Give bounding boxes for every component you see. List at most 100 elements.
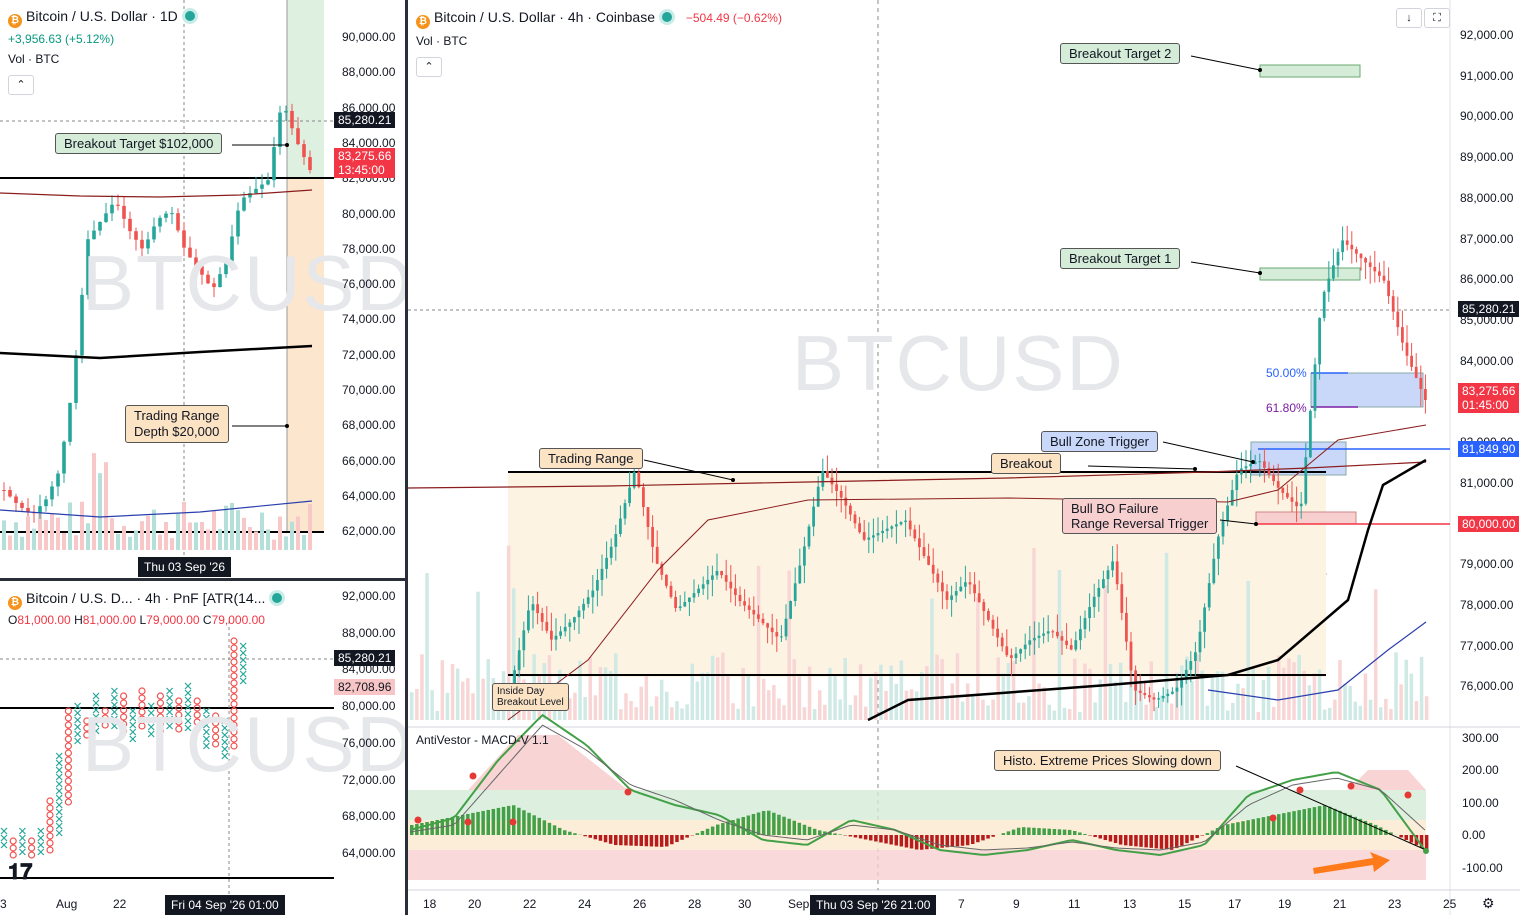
trading-range-callout[interactable]: Trading Range: [539, 448, 643, 469]
daily-trading-range-callout[interactable]: Trading Range Depth $20,000: [125, 405, 229, 443]
pnf-x-mark: [110, 694, 118, 702]
main-candle-body: [1152, 697, 1156, 700]
main-candle-body: [1166, 693, 1170, 697]
daily-volume-bar: [272, 539, 276, 550]
main-volume-bar: [965, 683, 970, 720]
macd-histogram-bar: [547, 822, 552, 835]
main-chart-panel[interactable]: BTCUSD ₿ Bitcoin / U.S. Dollar · 4h · Coi…: [408, 0, 1520, 915]
main-volume-bar: [1190, 681, 1194, 720]
macd-histogram-bar: [624, 835, 628, 846]
daily-chart-title[interactable]: ₿ Bitcoin / U.S. Dollar · 1D: [8, 8, 195, 28]
daily-volume-bar: [26, 516, 30, 550]
daily-volume-bar: [86, 523, 90, 550]
download-button[interactable]: ↓: [1396, 8, 1422, 28]
main-candle-body: [706, 579, 710, 585]
main-candle-body: [1258, 461, 1262, 463]
macd-histogram-bar: [802, 824, 807, 835]
macd-histogram-bar: [965, 835, 970, 846]
macd-histogram-bar: [557, 827, 562, 835]
daily-collapse-button[interactable]: ⌃: [8, 75, 34, 95]
target-2-zone: [1259, 64, 1361, 78]
main-volume-bar: [486, 659, 490, 720]
bull-bo-failure-callout[interactable]: Bull BO Failure Range Reversal Trigger: [1062, 498, 1218, 534]
daily-candle-body: [116, 204, 120, 206]
macd-histogram-bar: [869, 835, 873, 841]
main-volume-bar: [848, 704, 853, 720]
breakout-callout[interactable]: Breakout: [991, 453, 1062, 474]
macd-histogram-bar: [1032, 827, 1036, 835]
main-volume-bar: [1108, 664, 1113, 720]
main-candle-body: [688, 597, 691, 602]
pnf-x-mark: [110, 687, 118, 695]
settings-gear-icon[interactable]: ⚙: [1482, 895, 1495, 911]
main-candle-body: [821, 471, 825, 487]
histo-anchor: [1423, 848, 1429, 854]
main-volume-bar: [440, 660, 445, 720]
main-candle-body: [692, 593, 696, 598]
macd-histogram-bar: [619, 835, 623, 846]
bull-zone-trigger-callout[interactable]: Bull Zone Trigger: [1041, 431, 1158, 452]
callout-anchor: [731, 478, 735, 482]
pnf-x-mark: [55, 773, 63, 781]
main-volume-bar: [884, 690, 888, 720]
panel-divider-vertical[interactable]: [405, 0, 408, 915]
main-volume-bar: [955, 653, 960, 720]
daily-chart-canvas[interactable]: [0, 0, 405, 578]
panel-divider-horizontal[interactable]: [0, 578, 405, 581]
breakout-target-2-callout[interactable]: Breakout Target 2: [1060, 43, 1181, 64]
daily-candle-body: [296, 128, 300, 145]
pnf-x-mark: [239, 677, 247, 685]
inside-day-callout[interactable]: Inside Day Breakout Level: [492, 683, 569, 711]
maximize-button[interactable]: ⛶: [1424, 8, 1450, 28]
main-candle-body: [862, 532, 866, 540]
main-candle-body: [1276, 481, 1280, 488]
daily-candle-body: [206, 274, 210, 284]
main-volume-bar: [1083, 663, 1087, 720]
main-candle-body: [527, 610, 530, 631]
pnf-o-mark: [119, 713, 128, 721]
daily-chart-panel[interactable]: BTCUSD ₿ Bitcoin / U.S. Dollar · 1D +3,95…: [0, 0, 405, 578]
main-candle-body: [568, 622, 572, 627]
histo-extreme-callout[interactable]: Histo. Extreme Prices Slowing down: [994, 750, 1221, 771]
main-chart-title[interactable]: ₿ Bitcoin / U.S. Dollar · 4h · Coinbase −…: [416, 9, 782, 29]
main-volume-bar: [1261, 680, 1266, 720]
main-candle-body: [1249, 464, 1252, 467]
main-volume-bar: [807, 666, 812, 720]
main-collapse-button[interactable]: ⌃: [416, 57, 442, 77]
pnf-axis-label: 72,000.00: [342, 772, 396, 787]
macd-histogram-bar: [705, 828, 710, 835]
macd-histogram-bar: [1424, 835, 1429, 850]
main-axis-label: 87,000.00: [1460, 231, 1514, 246]
main-volume-bar: [797, 676, 802, 720]
daily-target-dot: [285, 143, 289, 147]
macd-histogram-bar: [603, 835, 608, 843]
macd-histogram-bar: [1333, 808, 1337, 835]
pnf-o-mark: [46, 811, 54, 819]
daily-candle-body: [56, 473, 60, 487]
daily-axis-label: 72,000.00: [342, 347, 396, 362]
macd-histogram-bar: [522, 810, 526, 835]
breakout-target-1-callout[interactable]: Breakout Target 1: [1060, 248, 1181, 269]
main-volume-bar: [705, 672, 710, 720]
pnf-chart-title[interactable]: ₿ Bitcoin / U.S. D... · 4h · PnF [ATR(14.…: [8, 590, 283, 610]
pnf-x-mark: [221, 745, 229, 753]
main-volume-bar: [675, 701, 679, 720]
daily-breakout-target-callout[interactable]: Breakout Target $102,000: [55, 133, 223, 154]
pnf-o-mark: [28, 851, 36, 859]
macd-histogram-bar: [1312, 807, 1317, 835]
main-candle-body: [922, 547, 926, 556]
main-volume-bar: [573, 692, 577, 720]
pnf-chart-panel[interactable]: BTCUSD ₿ Bitcoin / U.S. D... · 4h · PnF […: [0, 581, 405, 915]
main-axis-label: 91,000.00: [1460, 68, 1514, 83]
main-candle-body: [743, 601, 746, 606]
pnf-o-mark: [64, 742, 73, 750]
pnf-o-mark: [46, 832, 54, 840]
pnf-chart-canvas[interactable]: [0, 581, 405, 915]
macd-histogram-bar: [848, 835, 853, 837]
main-volume-bar: [1073, 658, 1077, 720]
pnf-o-mark: [83, 717, 91, 725]
daily-candle-body: [212, 283, 216, 288]
callout-anchor: [1254, 522, 1258, 526]
tradingview-logo[interactable]: 𝟏𝟕: [8, 859, 33, 884]
indicator-label[interactable]: AntiVestor - MACD-V 1.1: [416, 733, 549, 747]
